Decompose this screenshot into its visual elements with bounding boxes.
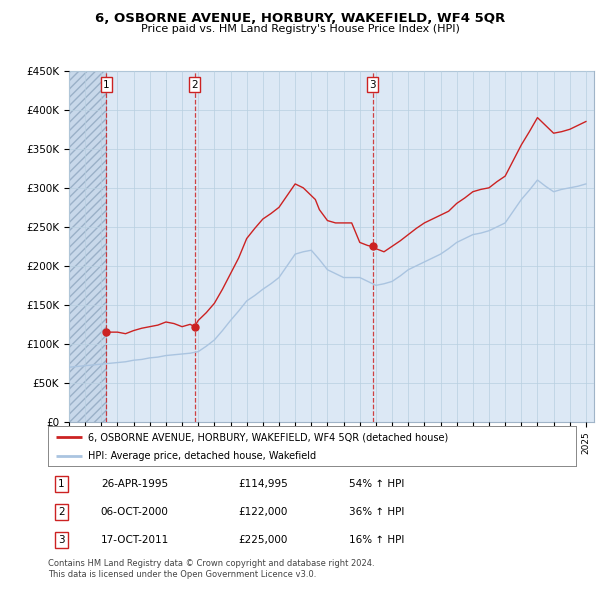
Text: 16% ↑ HPI: 16% ↑ HPI <box>349 535 404 545</box>
Text: 2: 2 <box>191 80 198 90</box>
Text: 6, OSBORNE AVENUE, HORBURY, WAKEFIELD, WF4 5QR: 6, OSBORNE AVENUE, HORBURY, WAKEFIELD, W… <box>95 12 505 25</box>
Text: 2: 2 <box>58 507 65 517</box>
Text: 1: 1 <box>103 80 110 90</box>
Text: Price paid vs. HM Land Registry's House Price Index (HPI): Price paid vs. HM Land Registry's House … <box>140 24 460 34</box>
Text: This data is licensed under the Open Government Licence v3.0.: This data is licensed under the Open Gov… <box>48 570 316 579</box>
Text: £122,000: £122,000 <box>238 507 287 517</box>
Text: 36% ↑ HPI: 36% ↑ HPI <box>349 507 404 517</box>
Bar <box>69 71 106 422</box>
Text: £114,995: £114,995 <box>238 479 288 489</box>
Text: £225,000: £225,000 <box>238 535 287 545</box>
Bar <box>69 71 106 422</box>
Text: 54% ↑ HPI: 54% ↑ HPI <box>349 479 404 489</box>
Text: 26-APR-1995: 26-APR-1995 <box>101 479 168 489</box>
Text: 6, OSBORNE AVENUE, HORBURY, WAKEFIELD, WF4 5QR (detached house): 6, OSBORNE AVENUE, HORBURY, WAKEFIELD, W… <box>88 432 448 442</box>
Text: 3: 3 <box>58 535 65 545</box>
Text: 17-OCT-2011: 17-OCT-2011 <box>101 535 169 545</box>
Text: HPI: Average price, detached house, Wakefield: HPI: Average price, detached house, Wake… <box>88 451 316 461</box>
Text: Contains HM Land Registry data © Crown copyright and database right 2024.: Contains HM Land Registry data © Crown c… <box>48 559 374 568</box>
Text: 06-OCT-2000: 06-OCT-2000 <box>101 507 169 517</box>
Text: 3: 3 <box>369 80 376 90</box>
Text: 1: 1 <box>58 479 65 489</box>
